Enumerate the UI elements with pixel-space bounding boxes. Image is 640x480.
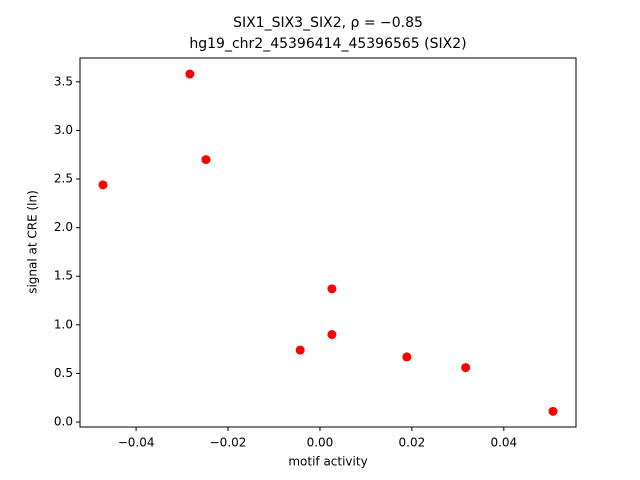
chart-title: SIX1_SIX3_SIX2, ρ = −0.85 (233, 15, 423, 31)
point (402, 352, 412, 362)
y-tick-label: 2.0 (54, 220, 73, 234)
y-tick-label: 3.5 (54, 74, 73, 88)
y-tick-label: 0.0 (54, 415, 73, 429)
x-tick-label: 0.00 (307, 436, 334, 450)
y-tick-label: 1.0 (54, 317, 73, 331)
x-tick-label: −0.02 (210, 436, 247, 450)
y-axis-label: signal at CRE (ln) (26, 190, 40, 294)
plot-frame (79, 57, 577, 428)
point (327, 284, 337, 294)
y-tick-label: 3.0 (54, 123, 73, 137)
x-tick-label: 0.04 (490, 436, 517, 450)
point (98, 180, 108, 190)
x-tick-label: −0.04 (118, 436, 155, 450)
x-tick-label: 0.02 (399, 436, 426, 450)
point (327, 330, 337, 340)
point (295, 345, 305, 355)
y-tick-label: 1.5 (54, 269, 73, 283)
point (201, 155, 211, 165)
x-axis-label: motif activity (288, 455, 367, 469)
point (548, 406, 558, 416)
point (185, 69, 195, 79)
point (461, 363, 471, 373)
y-tick-label: 0.5 (54, 366, 73, 380)
chart-subtitle: hg19_chr2_45396414_45396565 (SIX2) (189, 36, 466, 52)
y-tick-label: 2.5 (54, 172, 73, 186)
